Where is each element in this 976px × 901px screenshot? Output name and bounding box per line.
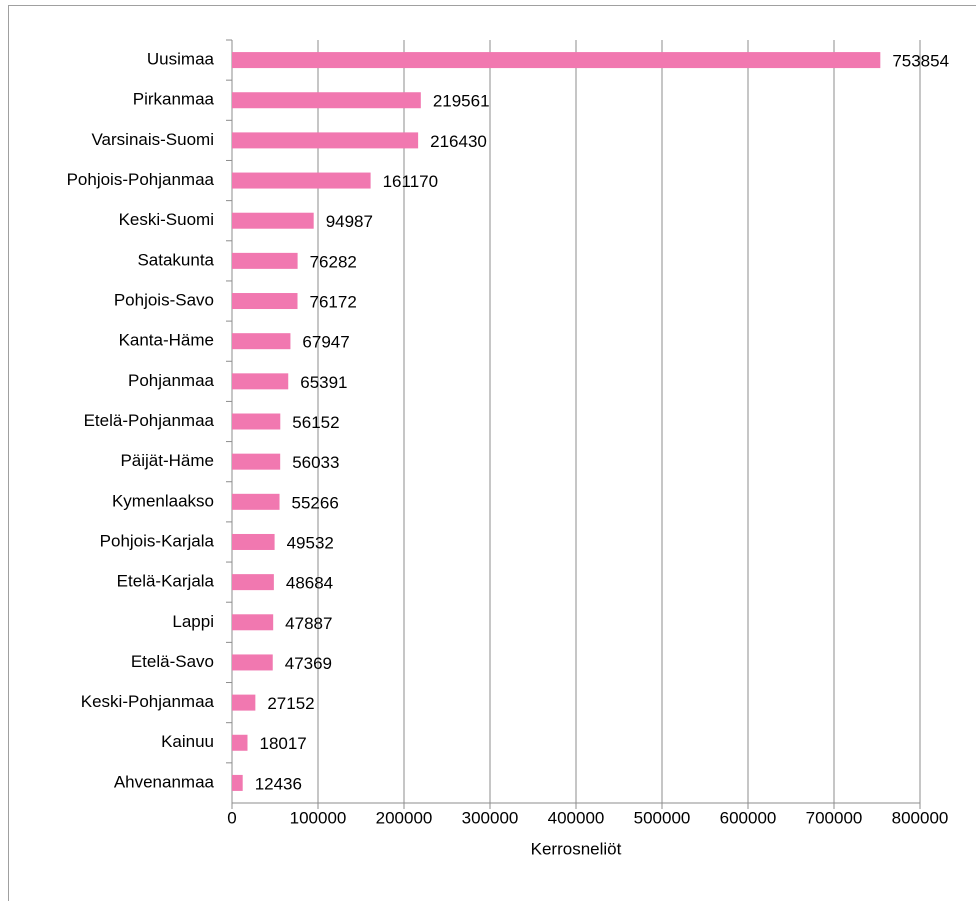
x-tick-label: 800000 xyxy=(892,808,949,827)
bar xyxy=(232,654,273,671)
y-tick-label: Pohjois-Savo xyxy=(114,291,214,310)
y-tick-label: Kymenlaakso xyxy=(112,491,214,510)
y-tick-label: Kanta-Häme xyxy=(119,331,214,350)
bar xyxy=(232,293,298,310)
data-label: 47887 xyxy=(285,614,332,633)
data-label: 12436 xyxy=(255,774,302,793)
bar xyxy=(232,212,314,229)
y-tick-label: Päijät-Häme xyxy=(120,451,214,470)
bar xyxy=(232,132,419,149)
bar xyxy=(232,774,243,791)
x-tick-label: 600000 xyxy=(720,808,777,827)
y-tick-label: Ahvenanmaa xyxy=(114,772,215,791)
data-label: 56033 xyxy=(292,453,339,472)
bar xyxy=(232,333,291,350)
data-label: 753854 xyxy=(892,52,949,71)
x-tick-label: 300000 xyxy=(462,808,519,827)
data-label: 216430 xyxy=(430,132,487,151)
bar xyxy=(232,734,248,751)
bar xyxy=(232,373,289,390)
bar xyxy=(232,614,274,631)
bar xyxy=(232,493,280,510)
y-tick-label: Pohjois-Karjala xyxy=(100,531,215,550)
data-label: 27152 xyxy=(267,694,314,713)
y-tick-label: Kainuu xyxy=(161,732,214,751)
x-tick-label: 200000 xyxy=(376,808,433,827)
y-tick-label: Lappi xyxy=(172,612,214,631)
x-tick-label: 700000 xyxy=(806,808,863,827)
y-tick-label: Varsinais-Suomi xyxy=(91,130,214,149)
data-label: 49532 xyxy=(287,533,334,552)
bar xyxy=(232,172,371,189)
y-tick-label: Pirkanmaa xyxy=(133,90,215,109)
bar xyxy=(232,533,275,550)
data-label: 94987 xyxy=(326,212,373,231)
data-label: 65391 xyxy=(300,373,347,392)
y-tick-label: Keski-Suomi xyxy=(119,210,214,229)
data-label: 161170 xyxy=(383,172,438,191)
data-label: 67947 xyxy=(302,333,349,352)
data-label: 76282 xyxy=(310,252,357,271)
bar xyxy=(232,92,421,109)
bar xyxy=(232,574,274,591)
y-tick-label: Uusimaa xyxy=(147,50,215,69)
bar xyxy=(232,453,281,470)
y-tick-label: Pohjanmaa xyxy=(128,371,215,390)
data-label: 55266 xyxy=(292,493,339,512)
bar xyxy=(232,413,281,430)
x-tick-label: 100000 xyxy=(290,808,347,827)
data-label: 76172 xyxy=(310,293,357,312)
x-axis-title: Kerrosneliöt xyxy=(531,839,622,858)
y-tick-label: Etelä-Karjala xyxy=(117,572,215,591)
y-tick-label: Keski-Pohjanmaa xyxy=(81,692,215,711)
y-tick-label: Etelä-Savo xyxy=(131,652,214,671)
data-label: 56152 xyxy=(292,413,339,432)
bar xyxy=(232,694,256,711)
x-tick-label: 500000 xyxy=(634,808,691,827)
x-tick-label: 0 xyxy=(227,808,236,827)
bar xyxy=(232,52,881,69)
x-tick-label: 400000 xyxy=(548,808,605,827)
y-tick-label: Etelä-Pohjanmaa xyxy=(84,411,215,430)
y-tick-label: Satakunta xyxy=(137,250,214,269)
chart-frame xyxy=(8,5,976,901)
data-label: 219561 xyxy=(433,92,490,111)
data-label: 48684 xyxy=(286,574,333,593)
bar xyxy=(232,252,298,269)
data-label: 18017 xyxy=(259,734,306,753)
y-tick-label: Pohjois-Pohjanmaa xyxy=(67,170,215,189)
data-label: 47369 xyxy=(285,654,332,673)
